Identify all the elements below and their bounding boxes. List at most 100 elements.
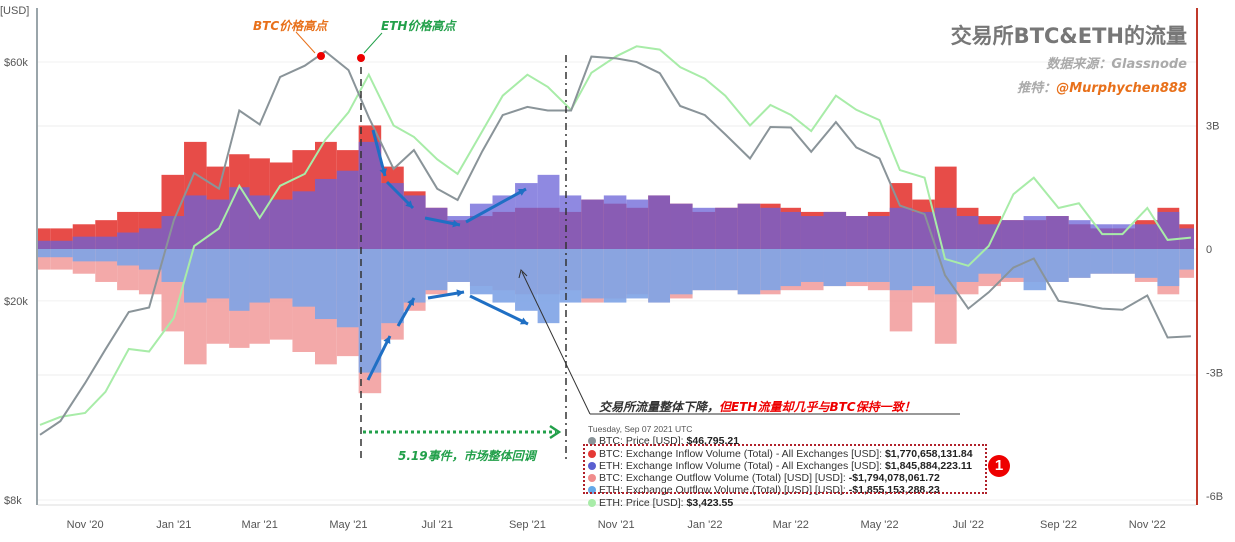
flow-bar bbox=[447, 249, 470, 282]
flow-bar bbox=[1023, 249, 1047, 291]
tooltip-label: ETH: Price [USD]: bbox=[599, 496, 687, 509]
annotations bbox=[295, 31, 960, 462]
tooltip-label: ETH: Exchange Inflow Volume (Total) - Al… bbox=[599, 459, 885, 472]
trend-arrow bbox=[371, 129, 387, 177]
flow-bar bbox=[206, 199, 230, 249]
flow-bar bbox=[626, 199, 649, 249]
trend-arrow-head bbox=[379, 168, 387, 176]
flow-bar bbox=[559, 249, 582, 303]
flow-bar bbox=[314, 249, 337, 320]
note-pointer-head bbox=[518, 269, 528, 279]
x-tick-label: Mar '22 bbox=[773, 519, 809, 531]
flow-bar bbox=[249, 249, 270, 303]
trend-arrow bbox=[469, 294, 529, 326]
flow-bar bbox=[38, 240, 51, 249]
flow-bar bbox=[1134, 249, 1158, 278]
flow-bar bbox=[249, 195, 270, 249]
flow-bar bbox=[95, 236, 118, 249]
flow-bar bbox=[206, 249, 230, 299]
flow-bar bbox=[314, 178, 337, 249]
flow-note-highlight: 但ETH流量却几乎与BTC保持一致！ bbox=[719, 400, 916, 414]
callout-badge: 1 bbox=[988, 455, 1010, 477]
flow-note: 交易所流量整体下降，但ETH流量却几乎与BTC保持一致！ bbox=[599, 398, 916, 415]
flow-bar bbox=[358, 249, 382, 373]
left-tick-label: $20k bbox=[4, 296, 28, 308]
tooltip-value: $1,770,658,131.84 bbox=[884, 447, 973, 460]
chart-title: 交易所BTC&ETH的流量 bbox=[950, 24, 1187, 48]
left-axis-ticks: $60k $20k $8k bbox=[4, 57, 28, 507]
flow-bar bbox=[692, 207, 716, 249]
btc-price-line bbox=[39, 50, 1191, 436]
right-tick-label: 0 bbox=[1206, 244, 1212, 256]
note-pointer bbox=[521, 271, 591, 415]
flow-bar bbox=[469, 249, 493, 295]
tooltip-label: BTC: Exchange Inflow Volume (Total) - Al… bbox=[599, 447, 885, 460]
twitter-handle[interactable]: @Murphychen888 bbox=[1056, 81, 1187, 96]
flow-bar bbox=[72, 236, 96, 249]
flow-bar bbox=[912, 249, 935, 287]
flow-bar bbox=[912, 211, 935, 249]
flow-bar bbox=[72, 249, 96, 262]
flow-bar bbox=[603, 249, 627, 303]
flow-bar bbox=[581, 199, 604, 249]
flow-bar bbox=[715, 207, 738, 249]
x-tick-label: Jan '21 bbox=[156, 519, 191, 531]
series-dot-icon bbox=[588, 461, 596, 470]
flow-bar bbox=[581, 249, 604, 299]
eth-high-marker bbox=[357, 54, 365, 62]
twitter-credit: 推特：@Murphychen888 bbox=[1017, 77, 1187, 96]
flow-bar bbox=[1023, 216, 1047, 249]
flow-bar bbox=[515, 183, 538, 249]
flow-bar bbox=[381, 183, 404, 249]
flow-bar bbox=[670, 203, 693, 249]
flow-bar bbox=[403, 249, 426, 303]
left-tick-label: $8k bbox=[4, 495, 22, 507]
left-tick-label: $60k bbox=[4, 57, 28, 69]
flow-bar bbox=[184, 195, 207, 249]
flow-bar bbox=[956, 216, 979, 249]
flow-bar bbox=[492, 249, 516, 303]
flow-bar bbox=[292, 191, 315, 249]
series-dot-icon bbox=[588, 437, 596, 446]
tooltip-value: $1,845,884,223.11 bbox=[884, 459, 972, 472]
flow-bar bbox=[469, 203, 493, 249]
flow-bar bbox=[800, 216, 824, 249]
x-axis-ticks: Nov '20 Jan '21 Mar '21 May '21 Jul '21 Sep '… bbox=[67, 519, 1166, 531]
flow-bar bbox=[1046, 216, 1069, 249]
flow-bar bbox=[889, 249, 913, 291]
flow-bar bbox=[229, 249, 250, 311]
flow-bar bbox=[823, 249, 847, 287]
trend-arrows bbox=[366, 129, 529, 381]
flow-bar bbox=[978, 249, 1002, 274]
x-tick-label: Jan '22 bbox=[687, 519, 722, 531]
flow-bar bbox=[1112, 224, 1135, 249]
btc-high-arrow bbox=[295, 31, 316, 54]
flow-bar bbox=[425, 249, 448, 291]
flow-bar bbox=[780, 249, 801, 287]
trend-arrow-head bbox=[518, 189, 526, 196]
trend-arrow-head bbox=[452, 219, 460, 228]
flow-bar bbox=[737, 249, 761, 295]
trend-arrow bbox=[465, 187, 527, 224]
event-arrow-head bbox=[549, 424, 562, 440]
flow-bar bbox=[867, 216, 890, 249]
bar-series bbox=[38, 141, 1194, 249]
flow-bar bbox=[648, 249, 671, 303]
flow-bar bbox=[889, 207, 913, 249]
flow-bar bbox=[269, 249, 293, 299]
flow-bar bbox=[1046, 249, 1069, 282]
flow-bar bbox=[138, 228, 162, 249]
x-tick-label: Sep '22 bbox=[1040, 519, 1077, 531]
flow-bar bbox=[117, 232, 139, 249]
x-tick-label: May '22 bbox=[860, 519, 898, 531]
flow-bar bbox=[358, 141, 382, 249]
x-tick-label: Nov '20 bbox=[67, 519, 104, 531]
flow-bar bbox=[780, 211, 801, 249]
twitter-label: 推特： bbox=[1017, 81, 1057, 96]
flow-bar bbox=[1068, 220, 1091, 249]
right-axis-ticks: 3B 0 -3B -6B bbox=[1206, 120, 1223, 503]
flow-bar bbox=[670, 249, 693, 295]
tooltip-value: $3,423.55 bbox=[686, 496, 734, 509]
trend-arrow-head bbox=[383, 336, 391, 344]
